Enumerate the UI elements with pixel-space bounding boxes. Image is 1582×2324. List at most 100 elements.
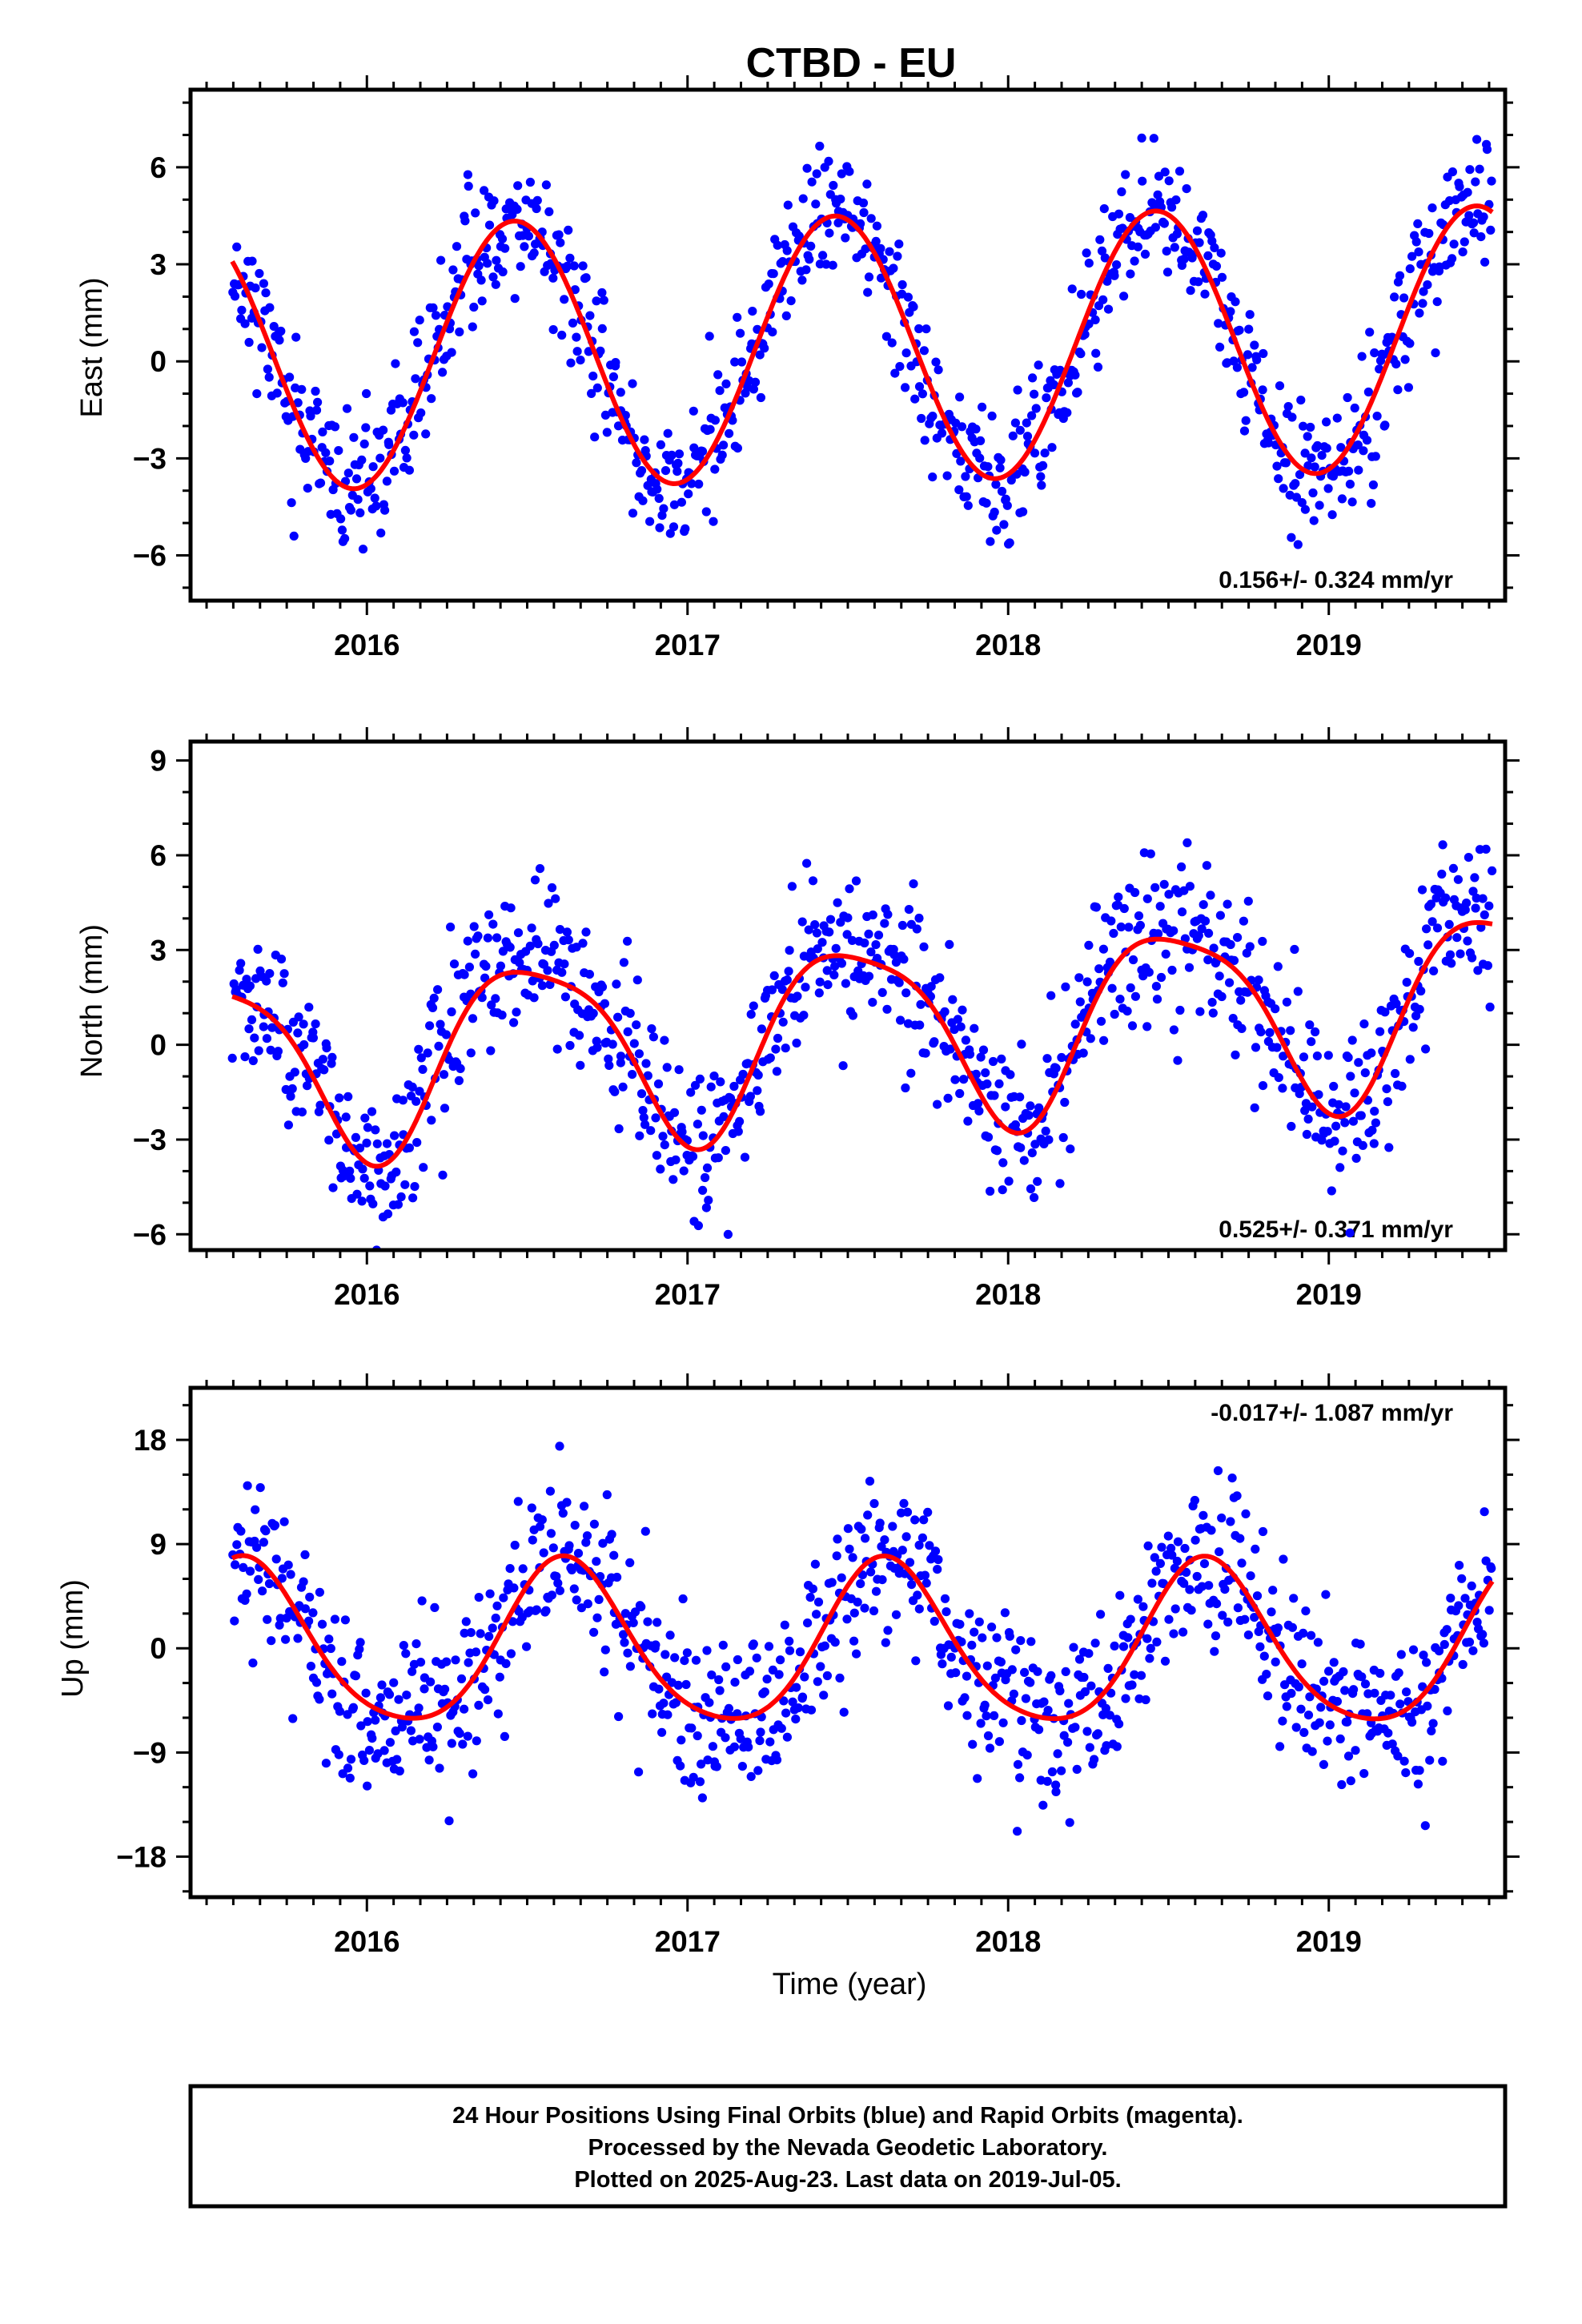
y-tick-label: −6 bbox=[133, 539, 167, 572]
y-tick-label: 9 bbox=[150, 745, 167, 778]
data-point bbox=[715, 1686, 725, 1695]
data-point bbox=[362, 388, 371, 399]
data-point bbox=[1149, 134, 1158, 143]
data-point bbox=[1331, 1121, 1341, 1131]
data-point bbox=[996, 455, 1006, 465]
data-point bbox=[901, 1532, 911, 1542]
data-point bbox=[897, 1546, 907, 1555]
data-point bbox=[737, 357, 747, 367]
x-tick-label: 2016 bbox=[334, 1278, 400, 1311]
data-point bbox=[1325, 1720, 1335, 1730]
data-point bbox=[1001, 1102, 1010, 1112]
data-point bbox=[1363, 387, 1373, 397]
data-point bbox=[380, 505, 390, 515]
data-point bbox=[1402, 978, 1411, 987]
data-point bbox=[1118, 1642, 1129, 1651]
x-tick-label: 2017 bbox=[655, 1925, 721, 1958]
data-point bbox=[1457, 1574, 1467, 1583]
data-point bbox=[755, 1736, 765, 1746]
data-point bbox=[1263, 438, 1274, 448]
data-point bbox=[1244, 324, 1254, 334]
data-point bbox=[1423, 940, 1433, 950]
data-point bbox=[240, 319, 250, 328]
data-point bbox=[1355, 1639, 1365, 1649]
data-point bbox=[389, 466, 400, 476]
data-point bbox=[1220, 1585, 1230, 1594]
data-point bbox=[346, 505, 355, 515]
daily-positions-series bbox=[227, 838, 1497, 1250]
data-point bbox=[1169, 926, 1178, 935]
data-point bbox=[687, 479, 697, 489]
data-point bbox=[597, 324, 607, 333]
data-point bbox=[1225, 978, 1235, 987]
data-point bbox=[261, 288, 271, 298]
data-point bbox=[1084, 1649, 1094, 1659]
data-point bbox=[1101, 1703, 1110, 1713]
data-point bbox=[1287, 1121, 1296, 1132]
data-point bbox=[1040, 448, 1050, 458]
y-tick-label: 6 bbox=[150, 839, 167, 872]
data-point bbox=[1124, 923, 1134, 932]
data-point bbox=[895, 362, 905, 372]
data-point bbox=[946, 1652, 956, 1662]
data-point bbox=[252, 389, 262, 399]
data-point bbox=[1082, 248, 1091, 258]
data-point bbox=[533, 939, 543, 949]
data-point bbox=[777, 985, 787, 995]
data-point bbox=[1084, 940, 1094, 950]
data-point bbox=[297, 1108, 307, 1117]
data-point bbox=[1380, 1007, 1390, 1017]
data-point bbox=[1413, 1779, 1423, 1789]
data-point bbox=[646, 1126, 656, 1136]
data-point bbox=[456, 1674, 467, 1683]
data-point bbox=[960, 1693, 970, 1703]
data-point bbox=[255, 268, 264, 279]
data-point bbox=[1336, 443, 1346, 452]
data-point bbox=[243, 1481, 252, 1490]
data-point bbox=[917, 389, 927, 399]
data-point bbox=[632, 458, 641, 468]
data-point bbox=[619, 1630, 628, 1639]
data-point bbox=[1432, 297, 1442, 307]
data-point bbox=[781, 311, 791, 320]
data-point bbox=[1137, 133, 1146, 143]
data-point bbox=[710, 464, 720, 474]
data-point bbox=[611, 358, 620, 368]
data-point bbox=[460, 1628, 469, 1638]
data-point bbox=[713, 1153, 723, 1163]
data-point bbox=[802, 163, 812, 173]
data-point bbox=[785, 946, 794, 955]
data-point bbox=[1345, 480, 1355, 489]
data-point bbox=[1067, 284, 1077, 294]
data-point bbox=[497, 234, 508, 243]
data-point bbox=[704, 1196, 713, 1205]
data-point bbox=[1043, 1706, 1053, 1715]
data-point bbox=[1302, 1129, 1311, 1140]
data-point bbox=[1100, 253, 1110, 263]
data-point bbox=[1282, 1702, 1291, 1711]
data-point bbox=[914, 382, 925, 392]
data-point bbox=[293, 398, 303, 408]
data-point bbox=[693, 1731, 702, 1741]
data-point bbox=[1215, 342, 1225, 352]
data-point bbox=[628, 1618, 638, 1627]
data-point bbox=[674, 1065, 684, 1075]
data-point bbox=[899, 955, 909, 964]
data-point bbox=[856, 1579, 865, 1589]
data-point bbox=[968, 1739, 978, 1749]
data-point bbox=[777, 1723, 786, 1733]
data-point bbox=[721, 1662, 731, 1671]
data-point bbox=[584, 970, 595, 979]
data-point bbox=[881, 332, 891, 341]
data-point bbox=[1351, 1746, 1360, 1755]
data-point bbox=[1297, 1659, 1307, 1669]
data-point bbox=[806, 1705, 817, 1715]
data-point bbox=[983, 1731, 994, 1741]
data-point bbox=[1407, 251, 1417, 261]
data-point bbox=[689, 1772, 698, 1782]
data-point bbox=[1438, 840, 1447, 850]
data-point bbox=[665, 529, 675, 538]
data-point bbox=[1282, 997, 1291, 1007]
data-point bbox=[510, 294, 520, 304]
